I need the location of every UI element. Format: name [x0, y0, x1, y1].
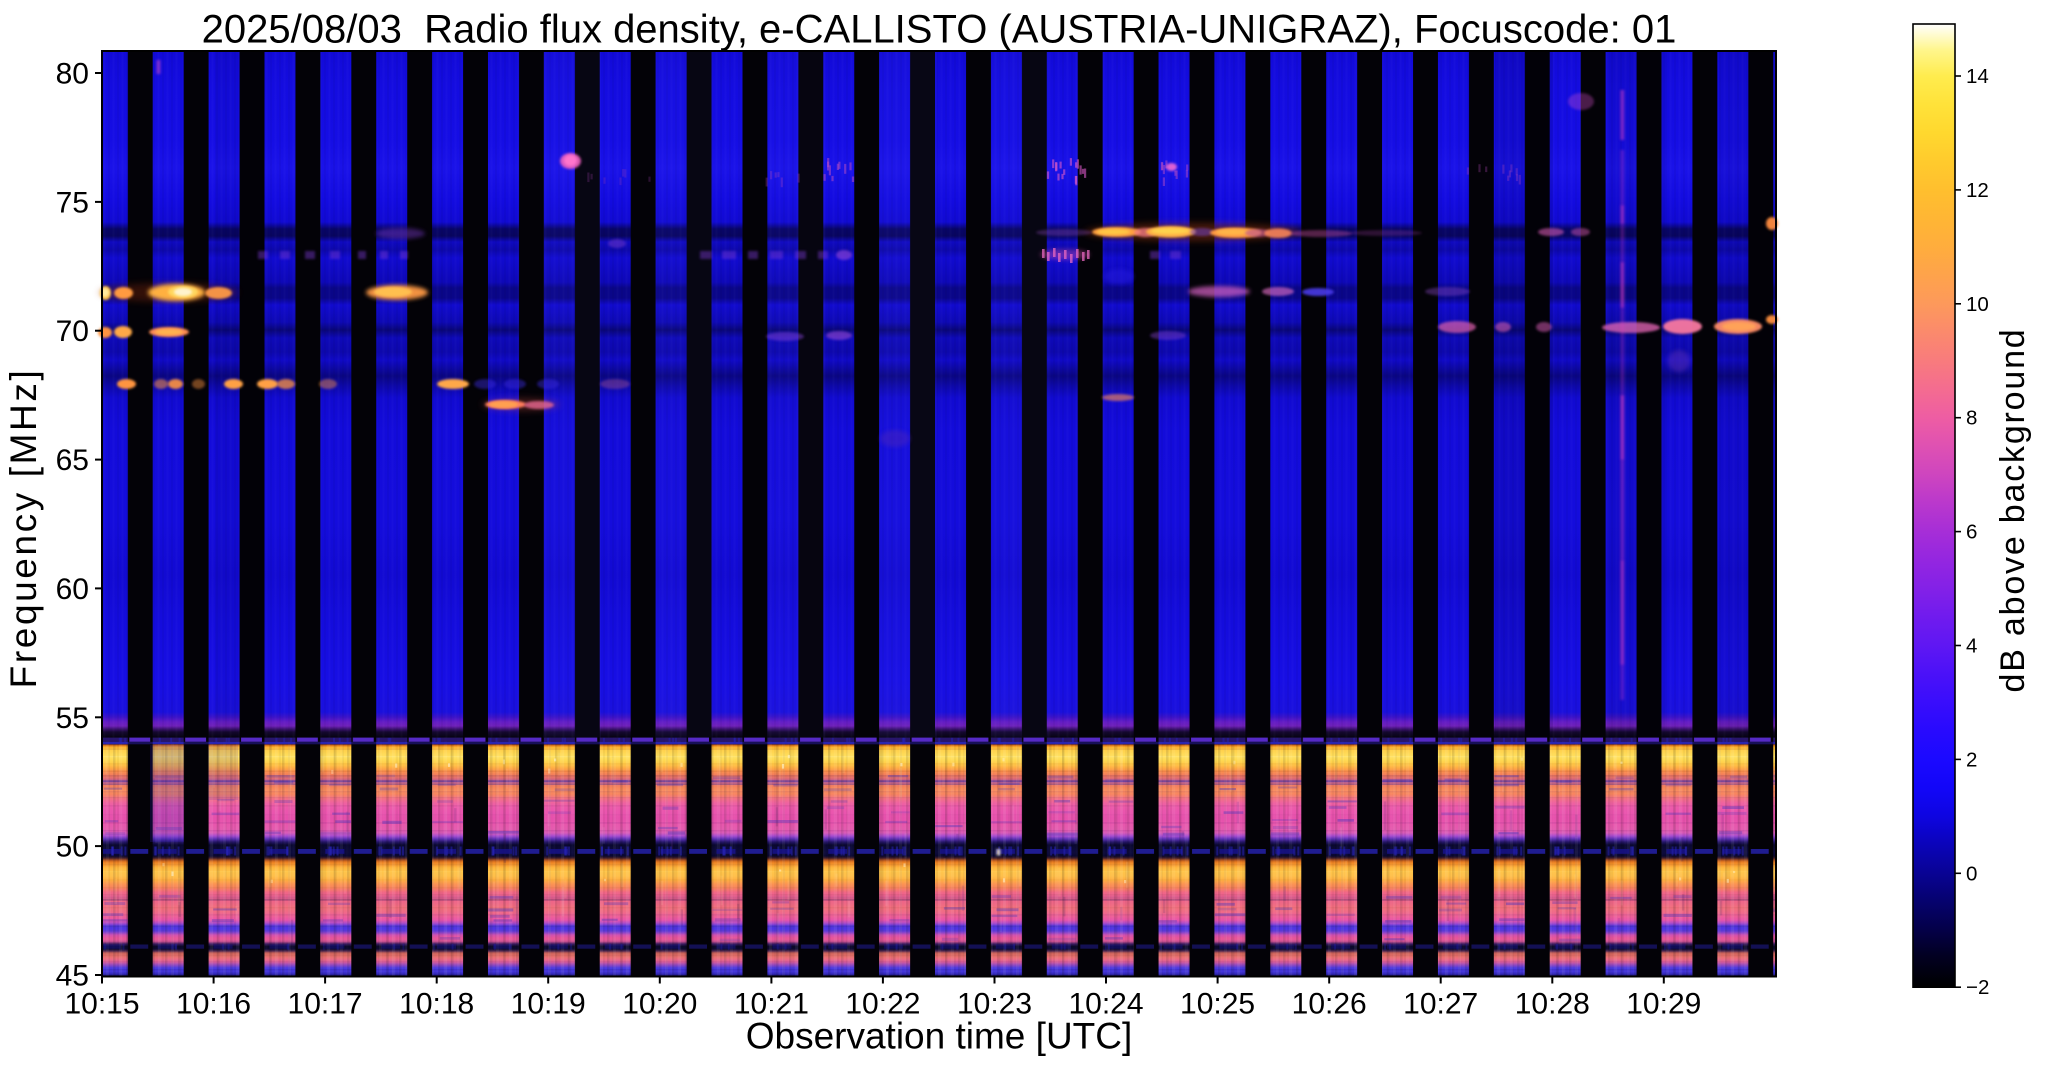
svg-text:75: 75	[56, 186, 89, 219]
svg-text:45: 45	[56, 960, 89, 993]
svg-text:8: 8	[1966, 407, 1977, 430]
svg-text:Observation time [UTC]: Observation time [UTC]	[746, 1016, 1133, 1057]
svg-text:12: 12	[1966, 179, 1989, 202]
svg-text:2: 2	[1966, 748, 1977, 771]
svg-text:10:19: 10:19	[511, 988, 586, 1021]
svg-text:65: 65	[56, 444, 89, 477]
svg-text:10:18: 10:18	[399, 988, 474, 1021]
svg-text:dB above background: dB above background	[1994, 327, 2032, 692]
svg-text:0: 0	[1966, 862, 1977, 885]
svg-text:10:25: 10:25	[1180, 988, 1255, 1021]
svg-text:10:29: 10:29	[1626, 988, 1701, 1021]
svg-text:14: 14	[1966, 65, 1989, 88]
svg-text:10:26: 10:26	[1292, 988, 1367, 1021]
svg-text:10:28: 10:28	[1515, 988, 1590, 1021]
svg-text:55: 55	[56, 702, 89, 735]
svg-text:6: 6	[1966, 521, 1977, 544]
svg-text:10:15: 10:15	[64, 988, 139, 1021]
svg-text:50: 50	[56, 831, 89, 864]
svg-text:10:23: 10:23	[957, 988, 1032, 1021]
svg-text:2025/08/03 Radio flux density: 2025/08/03 Radio flux density, e-CALLIST…	[202, 8, 1677, 52]
svg-text:4: 4	[1966, 635, 1977, 658]
svg-text:70: 70	[56, 315, 89, 348]
svg-text:80: 80	[56, 58, 89, 91]
svg-text:10:21: 10:21	[734, 988, 809, 1021]
svg-text:10:27: 10:27	[1403, 988, 1478, 1021]
svg-text:10:22: 10:22	[845, 988, 920, 1021]
svg-text:Frequency [MHz]: Frequency [MHz]	[3, 368, 44, 689]
svg-text:10:24: 10:24	[1068, 988, 1143, 1021]
svg-text:−2: −2	[1966, 976, 1989, 999]
svg-text:10: 10	[1966, 293, 1989, 316]
svg-text:60: 60	[56, 573, 89, 606]
svg-text:10:20: 10:20	[622, 988, 697, 1021]
svg-text:10:17: 10:17	[288, 988, 363, 1021]
svg-text:10:16: 10:16	[176, 988, 251, 1021]
